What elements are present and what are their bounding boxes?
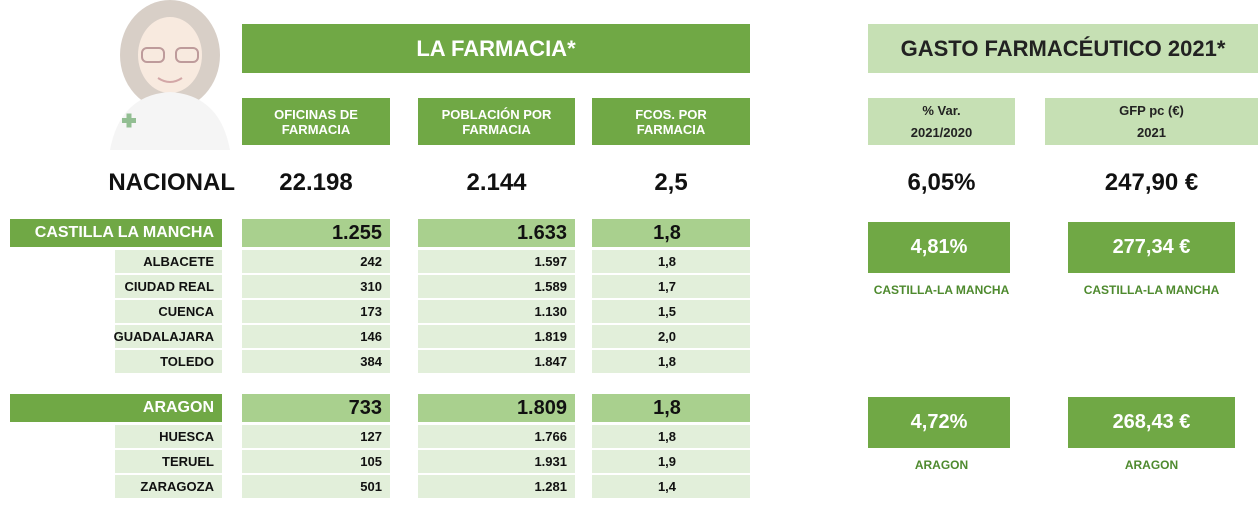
gasto-title: GASTO FARMACÉUTICO 2021*	[868, 24, 1258, 73]
province-value: 310	[242, 275, 390, 298]
province-value: 501	[242, 475, 390, 498]
farmacia-title: LA FARMACIA*	[242, 24, 750, 73]
gasto-column-header-line: 2021	[1137, 122, 1166, 144]
province-value: 1.281	[418, 475, 575, 498]
province-value: 1.597	[418, 250, 575, 273]
nacional-value: 2.144	[418, 165, 575, 201]
province-label: CIUDAD REAL	[115, 275, 222, 298]
province-label: ALBACETE	[115, 250, 222, 273]
nacional-value: 2,5	[592, 165, 750, 201]
province-value: 1,8	[592, 425, 750, 448]
province-label: ZARAGOZA	[115, 475, 222, 498]
gasto-column-header-line: GFP pc (€)	[1119, 100, 1184, 122]
province-value: 146	[242, 325, 390, 348]
province-value: 384	[242, 350, 390, 373]
gasto-column-header: GFP pc (€)2021	[1045, 98, 1258, 145]
region-label: ARAGON	[10, 394, 222, 422]
column-header-line: POBLACIÓN POR	[442, 107, 552, 122]
gasto-column-header: % Var.2021/2020	[868, 98, 1015, 145]
gasto-column-header-line: % Var.	[922, 100, 960, 122]
province-label: TOLEDO	[115, 350, 222, 373]
pharmacist-illustration	[100, 0, 240, 150]
province-value: 1.819	[418, 325, 575, 348]
gasto-region-label: ARAGON	[868, 456, 1015, 474]
gasto-region-label: CASTILLA-LA MANCHA	[868, 281, 1015, 299]
province-value: 1,5	[592, 300, 750, 323]
region-value: 733	[242, 394, 390, 422]
region-value: 1,8	[592, 219, 750, 247]
gasto-value: 268,43 €	[1068, 397, 1235, 448]
column-header-line: FARMACIA	[637, 122, 706, 137]
column-header-line: FARMACIA	[282, 122, 351, 137]
province-label: GUADALAJARA	[115, 325, 222, 348]
gasto-value: 4,72%	[868, 397, 1010, 448]
gasto-region-label: CASTILLA-LA MANCHA	[1045, 281, 1258, 299]
province-label: CUENCA	[115, 300, 222, 323]
province-value: 1.847	[418, 350, 575, 373]
column-header-line: FARMACIA	[462, 122, 531, 137]
province-value: 1,8	[592, 350, 750, 373]
province-value: 1,7	[592, 275, 750, 298]
province-value: 1,4	[592, 475, 750, 498]
region-value: 1.633	[418, 219, 575, 247]
infographic: LA FARMACIA* GASTO FARMACÉUTICO 2021* OFIC…	[0, 0, 1258, 513]
gasto-value: 277,34 €	[1068, 222, 1235, 273]
province-value: 1.589	[418, 275, 575, 298]
gasto-value: 4,81%	[868, 222, 1010, 273]
province-label: TERUEL	[115, 450, 222, 473]
province-value: 173	[242, 300, 390, 323]
nacional-gasto: 247,90 €	[1045, 165, 1258, 201]
province-value: 1.931	[418, 450, 575, 473]
province-value: 1,9	[592, 450, 750, 473]
column-header-line: FCOS. POR	[635, 107, 707, 122]
region-value: 1.255	[242, 219, 390, 247]
gasto-region-label: ARAGON	[1045, 456, 1258, 474]
column-header-line: OFICINAS DE	[274, 107, 358, 122]
region-value: 1.809	[418, 394, 575, 422]
province-value: 1.130	[418, 300, 575, 323]
province-value: 105	[242, 450, 390, 473]
province-value: 2,0	[592, 325, 750, 348]
province-value: 127	[242, 425, 390, 448]
province-value: 242	[242, 250, 390, 273]
gasto-column-header-line: 2021/2020	[911, 122, 972, 144]
region-value: 1,8	[592, 394, 750, 422]
province-value: 1.766	[418, 425, 575, 448]
nacional-value: 22.198	[242, 165, 390, 201]
province-label: HUESCA	[115, 425, 222, 448]
nacional-gasto: 6,05%	[868, 165, 1015, 201]
nacional-label: NACIONAL	[0, 165, 243, 201]
province-value: 1,8	[592, 250, 750, 273]
region-label: CASTILLA LA MANCHA	[10, 219, 222, 247]
